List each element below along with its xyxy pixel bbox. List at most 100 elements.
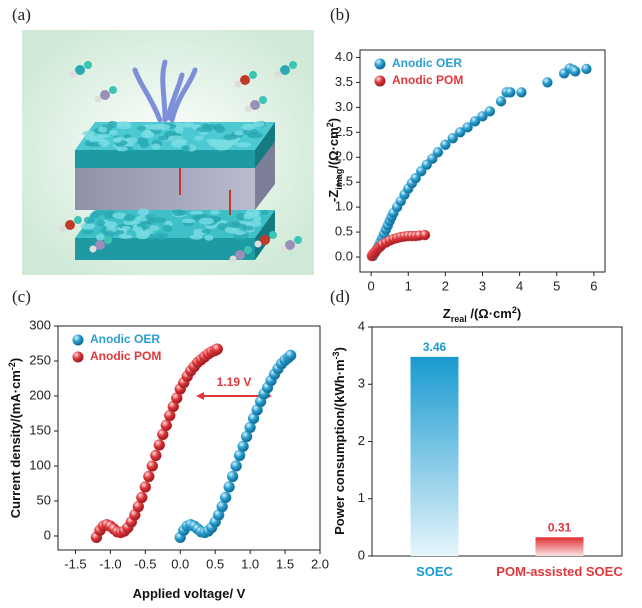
x-tick-label: 1 bbox=[405, 278, 412, 293]
x-tick-label: 0 bbox=[368, 278, 375, 293]
point bbox=[160, 419, 172, 432]
x-tick-label: 5 bbox=[553, 278, 560, 293]
atom bbox=[109, 86, 117, 94]
pore bbox=[162, 224, 173, 233]
pore bbox=[190, 210, 204, 216]
pore bbox=[137, 208, 150, 216]
atom bbox=[244, 105, 252, 113]
point bbox=[410, 173, 421, 184]
pore bbox=[253, 121, 265, 128]
label-text: ) bbox=[326, 118, 341, 122]
atom bbox=[89, 245, 97, 253]
series bbox=[367, 63, 592, 262]
pore bbox=[204, 234, 214, 241]
illustration bbox=[22, 30, 314, 275]
pore bbox=[116, 146, 128, 152]
point bbox=[570, 66, 581, 77]
plot-frame bbox=[57, 325, 321, 551]
atom bbox=[289, 61, 297, 69]
pore bbox=[217, 222, 228, 231]
atom bbox=[254, 240, 262, 248]
point bbox=[143, 470, 155, 483]
plot-frame bbox=[371, 326, 623, 557]
point bbox=[226, 470, 239, 483]
pore bbox=[174, 126, 184, 134]
series bbox=[174, 349, 297, 544]
pore bbox=[167, 135, 183, 142]
legend-label: Anodic POM bbox=[90, 349, 161, 363]
atom bbox=[285, 240, 295, 250]
y-tick-label: 2.0 bbox=[335, 149, 353, 164]
atom bbox=[279, 245, 287, 253]
y-tick-label: 1.5 bbox=[335, 174, 353, 189]
point bbox=[284, 349, 297, 362]
atom bbox=[104, 236, 112, 244]
pore bbox=[241, 123, 256, 131]
pore bbox=[123, 214, 136, 222]
pore bbox=[234, 130, 245, 136]
point bbox=[230, 460, 242, 472]
y-tick-label: 250 bbox=[29, 352, 51, 367]
label-text: ) bbox=[517, 306, 521, 321]
point bbox=[223, 481, 235, 493]
pore bbox=[201, 229, 212, 234]
pore bbox=[236, 212, 245, 221]
pore bbox=[118, 234, 133, 239]
x-tick-label: -1.0 bbox=[99, 556, 121, 571]
pore bbox=[181, 218, 195, 224]
pore bbox=[81, 229, 94, 235]
x-tick-label: -0.5 bbox=[134, 556, 156, 571]
point bbox=[146, 460, 159, 472]
panel-label: (d) bbox=[330, 287, 350, 306]
pore bbox=[209, 210, 220, 215]
atom bbox=[250, 100, 260, 110]
point bbox=[153, 439, 166, 451]
label-text: ) bbox=[8, 358, 23, 362]
pore bbox=[135, 137, 149, 145]
point bbox=[516, 87, 527, 98]
pore bbox=[104, 230, 115, 238]
pore bbox=[157, 234, 166, 241]
x-tick-label: -1.5 bbox=[64, 556, 86, 571]
point bbox=[581, 63, 592, 75]
pore bbox=[196, 126, 213, 133]
molecules bbox=[59, 61, 302, 263]
atom bbox=[94, 95, 102, 103]
pore bbox=[112, 137, 122, 143]
pore bbox=[112, 212, 127, 219]
pore bbox=[143, 124, 158, 130]
label-sup: 2 bbox=[512, 305, 517, 315]
legend-label: Anodic OER bbox=[90, 332, 160, 346]
top-electrode-side bbox=[75, 150, 255, 168]
y-tick-label: 0.5 bbox=[335, 224, 353, 239]
y-tick-label: 50 bbox=[37, 492, 51, 507]
pore bbox=[223, 134, 238, 140]
pore bbox=[140, 130, 155, 139]
atom bbox=[274, 70, 282, 78]
label-sup: -3 bbox=[331, 351, 341, 359]
legend-label: Anodic OER bbox=[392, 56, 462, 70]
x-tick-label: 1.5 bbox=[276, 556, 294, 571]
point bbox=[469, 116, 481, 127]
pore bbox=[247, 131, 263, 139]
label-sub: imag bbox=[334, 169, 344, 190]
atom bbox=[229, 255, 237, 263]
pore bbox=[121, 226, 131, 231]
atom bbox=[294, 236, 302, 244]
atom bbox=[269, 231, 277, 239]
y-axis-label: -Zimag/(Ω·cm2) bbox=[325, 118, 344, 202]
legend-marker bbox=[72, 334, 84, 346]
atom bbox=[235, 250, 245, 260]
y-tick-label: 3.5 bbox=[335, 74, 353, 89]
pore bbox=[83, 216, 95, 224]
bar bbox=[410, 357, 459, 556]
label-sup: 2 bbox=[325, 122, 335, 127]
atom bbox=[234, 80, 242, 88]
annotation: 1.19 V bbox=[217, 375, 252, 389]
atom bbox=[100, 90, 110, 100]
membrane-side bbox=[75, 168, 255, 210]
y-tick-label: 2 bbox=[358, 433, 365, 448]
label-sub: real bbox=[451, 314, 467, 324]
x-tick-label: 6 bbox=[590, 278, 597, 293]
label-text: Z bbox=[443, 306, 451, 321]
